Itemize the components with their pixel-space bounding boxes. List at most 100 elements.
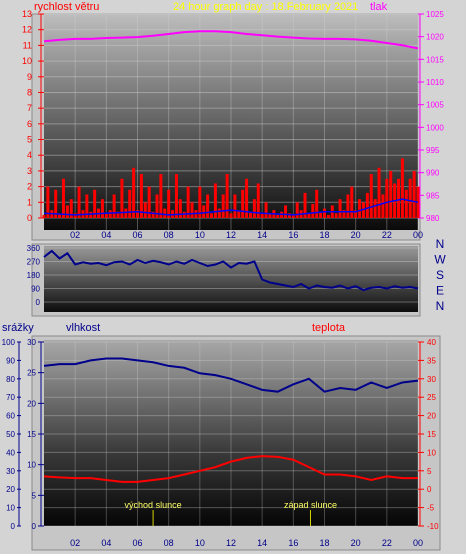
wind-speed-bar [385, 178, 389, 218]
time-tick-label: 12 [226, 230, 236, 240]
wind-speed-bar [124, 208, 128, 218]
wind-speed-bar [128, 189, 132, 218]
graph-title: 24 hour graph day : 18.February 2021 [173, 1, 358, 13]
wind-speed-bar [174, 174, 178, 218]
wind-speed-bar [116, 211, 120, 218]
temperature-tick-label: 35 [427, 356, 436, 365]
wind-speed-bar [136, 210, 139, 218]
wind-speed-bar [159, 174, 163, 218]
wind-speed-bar [237, 210, 241, 218]
wind-speed-bar [338, 199, 342, 218]
wind-speed-bar [186, 186, 190, 218]
time-tick-label: 10 [195, 230, 205, 240]
time-axis-top: 02 04 06 08 10 12 14 16 18 20 22 00 [70, 230, 423, 240]
wind-speed-bar [182, 211, 186, 218]
time-axis-bottom: 02 04 06 08 10 12 14 16 18 20 22 00 [70, 538, 423, 548]
wind-speed-bar [198, 186, 202, 218]
wind-speed-bar [315, 189, 319, 218]
pressure-tick-label: 980 [426, 214, 440, 223]
sunrise-label: východ slunce [125, 500, 182, 510]
wind-speed-bar [389, 170, 393, 218]
wind-speed-bar [112, 194, 116, 218]
wind-speed-bar [206, 194, 210, 218]
wind-tick-label: 8 [27, 87, 32, 97]
direction-tick-label: 90 [31, 285, 40, 294]
wind-speed-bar [256, 183, 260, 218]
wind-speed-bar [323, 208, 326, 218]
wind-speed-bar [93, 189, 97, 218]
time-tick-label: 22 [382, 538, 392, 548]
wind-speed-bar [139, 174, 143, 218]
rain-tick-label: 0 [11, 522, 16, 531]
gust-line [43, 198, 419, 216]
wind-tick-label: 2 [27, 182, 32, 192]
direction-tick-label: 0 [36, 298, 41, 307]
humidity-temperature-series [43, 357, 419, 483]
compass-label: N [436, 299, 445, 313]
wind-speed-bar [245, 178, 249, 218]
wind-speed-bar [132, 167, 136, 218]
wind-speed-bar [400, 158, 404, 218]
wind-direction-axis: 0 90 180 270 360 [27, 244, 41, 307]
wind-speed-bar [268, 213, 272, 218]
wind-speed-bar [361, 202, 365, 218]
pressure-axis: 980 985 990 995 1000 1005 1010 1015 1020 1025 [418, 10, 444, 223]
wind-tick-label: 3 [27, 166, 32, 176]
wind-speed-bar [213, 183, 217, 218]
pressure-tick-label: 1015 [426, 55, 444, 64]
wind-direction-grid [44, 247, 418, 303]
wind-speed-bar [190, 202, 194, 218]
time-tick-label: 18 [319, 230, 329, 240]
wind-speed-bar [358, 199, 362, 218]
temperature-axis: -10 -5 0 5 10 15 20 25 30 35 40 [418, 338, 439, 531]
wind-speed-bar [334, 213, 338, 218]
wind-speed-bar [155, 194, 159, 218]
wind-speed-bar [104, 213, 108, 218]
wind-speed-bar [311, 203, 315, 218]
compass-label: E [436, 284, 444, 298]
time-tick-label: 02 [70, 230, 80, 240]
rain-axis: 0 10 20 30 40 50 60 70 80 90 100 [2, 338, 21, 531]
compass-label: N [436, 237, 445, 251]
wind-speed-bar [365, 192, 369, 218]
time-tick-label: 00 [413, 538, 423, 548]
wind-speed-bar [58, 213, 62, 218]
humidity-tick-label: 25 [27, 369, 36, 378]
rain-tick-label: 50 [6, 430, 15, 439]
wind-speed-bar [77, 186, 81, 218]
wind-speed-bar [241, 189, 245, 218]
wind-speed-bar [167, 189, 171, 218]
wind-speed-bar [46, 186, 50, 218]
time-tick-label: 16 [288, 538, 298, 548]
wind-speed-bar [377, 167, 381, 218]
wind-speed-bar [276, 214, 280, 218]
wind-speed-bar [202, 205, 206, 218]
pressure-tick-label: 1005 [426, 101, 444, 110]
wind-speed-bar [319, 211, 323, 218]
time-tick-label: 20 [351, 230, 361, 240]
wind-speed-bar [287, 213, 291, 218]
wind-pressure-plot-area [44, 14, 418, 230]
wind-tick-label: 11 [23, 40, 32, 50]
wind-speed-bar [147, 186, 151, 218]
time-tick-label: 18 [319, 538, 329, 548]
wind-speed-bar [61, 178, 65, 218]
wind-pressure-grid [44, 13, 419, 230]
rain-label: srážky [2, 322, 34, 334]
wind-tick-label: 9 [27, 72, 32, 82]
wind-speed-bar [260, 213, 264, 218]
wind-speed-bar [342, 210, 346, 218]
rain-tick-label: 10 [6, 504, 15, 513]
time-tick-label: 14 [257, 538, 267, 548]
wind-speed-bar [326, 214, 330, 218]
humidity-tick-label: 30 [27, 338, 36, 347]
time-tick-label: 22 [382, 230, 392, 240]
wind-speed-bar [295, 202, 299, 218]
temperature-tick-label: 5 [427, 467, 432, 476]
rain-tick-label: 90 [6, 356, 15, 365]
humidity-temperature-grid [44, 341, 419, 527]
wind-speed-bar [65, 205, 69, 218]
wind-tick-label: 13 [22, 9, 32, 19]
